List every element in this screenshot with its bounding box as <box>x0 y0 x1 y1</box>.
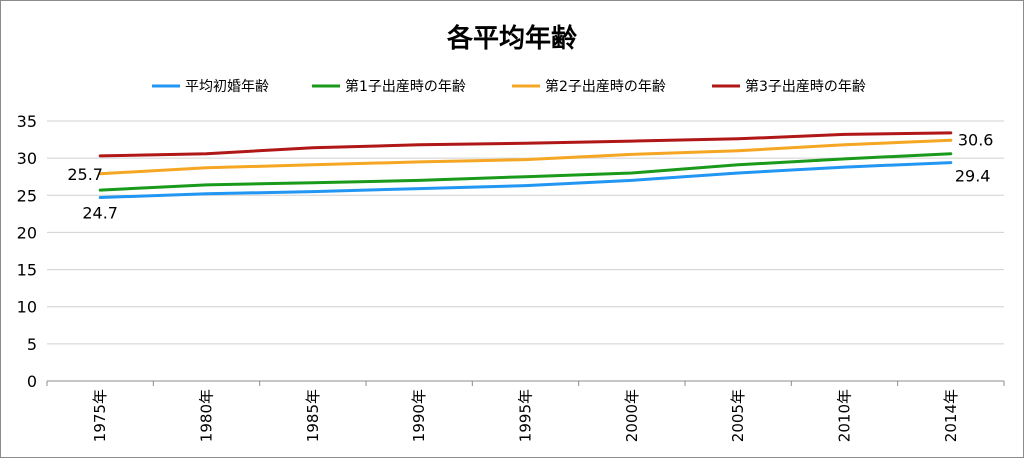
data-label: 25.7 <box>67 165 103 184</box>
data-label: 24.7 <box>82 204 118 223</box>
x-tick-label: 2010年 <box>836 389 854 442</box>
y-axis-ticks: 0 5 10 15 20 25 30 35 <box>17 112 37 391</box>
data-label: 30.6 <box>958 131 994 150</box>
series-line-3 <box>98 138 953 176</box>
y-tick-label: 0 <box>27 372 37 391</box>
chart-title: 各平均年齢 <box>446 23 578 54</box>
y-tick-label: 20 <box>17 223 37 242</box>
legend-label: 第3子出産時の年齢 <box>745 78 866 95</box>
gridlines <box>47 120 1004 382</box>
series-line-4 <box>98 131 953 158</box>
x-tick-label: 1975年 <box>91 389 109 442</box>
x-tick-label: 1995年 <box>517 389 535 442</box>
legend-label: 平均初婚年齢 <box>185 78 269 95</box>
x-tick-label: 1985年 <box>304 389 322 442</box>
x-tick-label: 2014年 <box>942 389 960 442</box>
series-line-2 <box>98 152 953 192</box>
y-tick-label: 30 <box>17 149 37 168</box>
series-line-1 <box>98 161 953 199</box>
series-lines <box>98 131 953 199</box>
legend: 平均初婚年齢 第1子出産時の年齢 第2子出産時の年齢 第3子出産時の年齢 <box>152 78 866 95</box>
x-tick-label: 1980年 <box>198 389 216 442</box>
x-tick-label: 2000年 <box>623 389 641 442</box>
y-tick-label: 25 <box>17 186 37 205</box>
legend-label: 第1子出産時の年齢 <box>345 78 466 95</box>
data-labels: 25.7 24.7 30.6 29.4 <box>67 131 993 223</box>
x-tick-label: 1990年 <box>410 389 428 442</box>
x-axis-ticks: 1975年 1980年 1985年 1990年 1995年 2000年 2005年 2010年… <box>46 381 1005 442</box>
y-tick-label: 5 <box>27 335 37 354</box>
y-tick-label: 15 <box>17 261 37 280</box>
x-tick-label: 2005年 <box>729 389 747 442</box>
y-tick-label: 35 <box>17 112 37 131</box>
y-tick-label: 10 <box>17 298 37 317</box>
legend-label: 第2子出産時の年齢 <box>545 78 666 95</box>
data-label: 29.4 <box>955 167 991 186</box>
